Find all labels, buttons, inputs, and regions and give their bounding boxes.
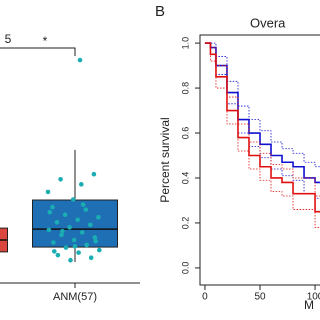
panel-label: B <box>155 3 165 20</box>
x-tick-label: 50 <box>254 292 266 303</box>
data-point <box>75 217 80 223</box>
data-point <box>83 207 89 212</box>
significance-mark: * <box>43 34 48 48</box>
y-tick-label: 1.0 <box>180 37 190 50</box>
data-point <box>70 197 76 202</box>
data-point <box>97 247 102 253</box>
data-point <box>46 227 52 233</box>
data-point <box>45 189 51 195</box>
data-point <box>88 222 93 228</box>
data-point <box>72 244 78 249</box>
y-tick-label: 0.2 <box>180 217 190 230</box>
data-point <box>67 225 72 230</box>
data-point <box>58 176 63 182</box>
data-point <box>84 242 89 248</box>
plot-frame <box>199 34 320 286</box>
data-point <box>54 219 60 225</box>
data-point <box>80 202 86 207</box>
data-point <box>91 171 97 177</box>
data-point <box>76 250 81 255</box>
data-point <box>50 204 55 210</box>
y-tick-label: 0.0 <box>180 262 190 275</box>
y-axis-label: Percent survival <box>158 117 172 202</box>
data-point <box>63 245 69 250</box>
data-point <box>47 209 53 215</box>
y-tick-label: 0.6 <box>180 127 190 140</box>
outlier <box>77 57 83 63</box>
data-point <box>71 237 77 243</box>
data-point <box>60 228 65 234</box>
data-point <box>62 212 68 217</box>
confidence-band <box>204 42 320 228</box>
data-point <box>59 232 64 238</box>
data-point <box>68 257 73 263</box>
x-tick-label: 0 <box>202 292 208 303</box>
confidence-band <box>204 42 320 197</box>
x-axis-label: M <box>304 298 314 312</box>
data-point <box>51 240 56 245</box>
survival-curve <box>204 42 320 213</box>
survival-curve <box>204 42 320 184</box>
data-point <box>55 252 61 258</box>
data-point <box>96 214 101 220</box>
data-point <box>79 182 84 187</box>
confidence-band <box>204 42 320 168</box>
significance-bracket <box>0 47 76 56</box>
chart-title: Overa <box>250 15 286 30</box>
data-point <box>79 230 85 235</box>
x-tick-label: 100 <box>307 292 320 303</box>
data-point <box>52 249 57 254</box>
y-tick-label: 0.8 <box>180 82 190 95</box>
data-point <box>88 255 94 260</box>
data-point <box>93 238 98 244</box>
data-point <box>92 235 98 240</box>
annotation: 5 <box>5 32 12 46</box>
y-tick-label: 0.4 <box>180 172 190 185</box>
x-tick-label: ANM(57) <box>53 291 97 303</box>
